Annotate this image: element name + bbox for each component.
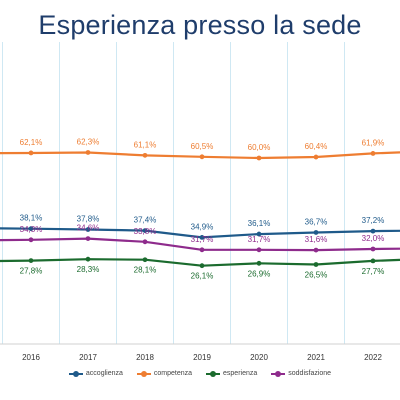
chart-title: Esperienza presso la sede xyxy=(38,10,362,40)
data-point-esperienza xyxy=(256,260,262,266)
data-point-accoglienza xyxy=(313,230,319,235)
data-point-soddisfazione xyxy=(85,236,91,242)
legend-label: accoglienza xyxy=(85,370,123,377)
x-tick-label: 2020 xyxy=(250,353,268,362)
data-label-competenza: 61,9% xyxy=(362,138,385,147)
data-point-accoglienza xyxy=(256,231,262,237)
data-point-accoglienza xyxy=(370,228,376,234)
data-label-esperienza: 28,1% xyxy=(134,266,157,275)
data-label-esperienza: 27,7% xyxy=(362,267,385,276)
data-label-competenza: 60,0% xyxy=(248,143,271,152)
data-label-accoglienza: 37,8% xyxy=(77,215,100,224)
x-tick-label: 2018 xyxy=(136,353,154,362)
data-point-competenza xyxy=(28,150,34,156)
x-tick-label: 2021 xyxy=(307,353,325,362)
legend-label: soddisfazione xyxy=(288,370,332,377)
data-point-esperienza xyxy=(313,262,319,267)
data-label-soddisfazione: 31,7% xyxy=(191,235,214,244)
legend-label: esperienza xyxy=(223,370,258,377)
data-label-accoglienza: 38,1% xyxy=(20,214,43,223)
data-point-esperienza xyxy=(28,258,34,263)
data-point-competenza xyxy=(313,154,319,160)
data-label-soddisfazione: 31,7% xyxy=(248,235,271,244)
data-label-soddisfazione: 32,0% xyxy=(362,234,385,243)
data-label-accoglienza: 37,2% xyxy=(362,216,385,225)
legend-item-accoglienza: accoglienza xyxy=(68,370,123,377)
data-point-competenza xyxy=(85,150,91,155)
data-point-accoglienza xyxy=(28,226,34,232)
data-label-soddisfazione: 34,6% xyxy=(77,224,100,233)
data-label-competenza: 60,5% xyxy=(191,142,214,151)
data-label-esperienza: 26,1% xyxy=(191,272,214,281)
data-point-soddisfazione xyxy=(28,237,34,243)
x-tick-label: 2016 xyxy=(22,353,40,362)
data-point-soddisfazione xyxy=(313,247,319,253)
data-point-soddisfazione xyxy=(370,246,376,252)
data-label-soddisfazione: 34,3% xyxy=(20,225,43,234)
data-label-accoglienza: 36,7% xyxy=(305,217,328,226)
legend: accoglienza competenza esperienza soddisfaz… xyxy=(0,370,400,377)
data-point-competenza xyxy=(142,152,148,158)
x-tick-label: 2017 xyxy=(79,353,97,362)
data-label-esperienza: 26,5% xyxy=(305,271,328,280)
data-label-soddisfazione: 31,6% xyxy=(305,235,328,244)
data-label-esperienza: 26,9% xyxy=(248,269,271,278)
data-point-competenza xyxy=(199,154,205,160)
legend-swatch xyxy=(136,370,151,377)
data-label-competenza: 62,1% xyxy=(20,138,43,147)
data-point-soddisfazione xyxy=(142,239,148,245)
data-label-competenza: 61,1% xyxy=(134,140,157,149)
legend-swatch xyxy=(206,370,221,377)
data-point-accoglienza xyxy=(142,228,148,234)
data-point-soddisfazione xyxy=(256,247,262,253)
data-label-esperienza: 28,3% xyxy=(77,265,100,274)
data-point-accoglienza xyxy=(85,227,91,232)
x-tick-label: 2019 xyxy=(193,353,211,362)
data-label-esperienza: 27,8% xyxy=(20,267,43,276)
data-point-competenza xyxy=(370,151,376,156)
data-point-esperienza xyxy=(85,256,91,262)
data-point-soddisfazione xyxy=(199,247,205,253)
data-label-accoglienza: 37,4% xyxy=(134,216,157,225)
legend-swatch xyxy=(271,370,286,377)
data-label-soddisfazione: 33,8% xyxy=(134,227,157,236)
x-tick-label: 2022 xyxy=(364,353,382,362)
data-label-accoglienza: 36,1% xyxy=(248,219,271,228)
data-point-competenza xyxy=(256,155,262,161)
legend-item-competenza: competenza xyxy=(136,370,193,377)
legend-item-esperienza: esperienza xyxy=(206,370,257,377)
data-point-esperienza xyxy=(370,258,376,264)
legend-item-soddisfazione: soddisfazione xyxy=(271,370,331,377)
legend-swatch xyxy=(68,370,83,377)
data-label-accoglienza: 34,9% xyxy=(191,222,214,231)
legend-label: competenza xyxy=(153,370,193,377)
data-point-esperienza xyxy=(199,263,205,269)
data-point-accoglienza xyxy=(199,235,205,240)
data-label-competenza: 62,3% xyxy=(77,137,100,146)
data-label-competenza: 60,4% xyxy=(305,142,328,151)
data-point-esperienza xyxy=(142,257,148,263)
